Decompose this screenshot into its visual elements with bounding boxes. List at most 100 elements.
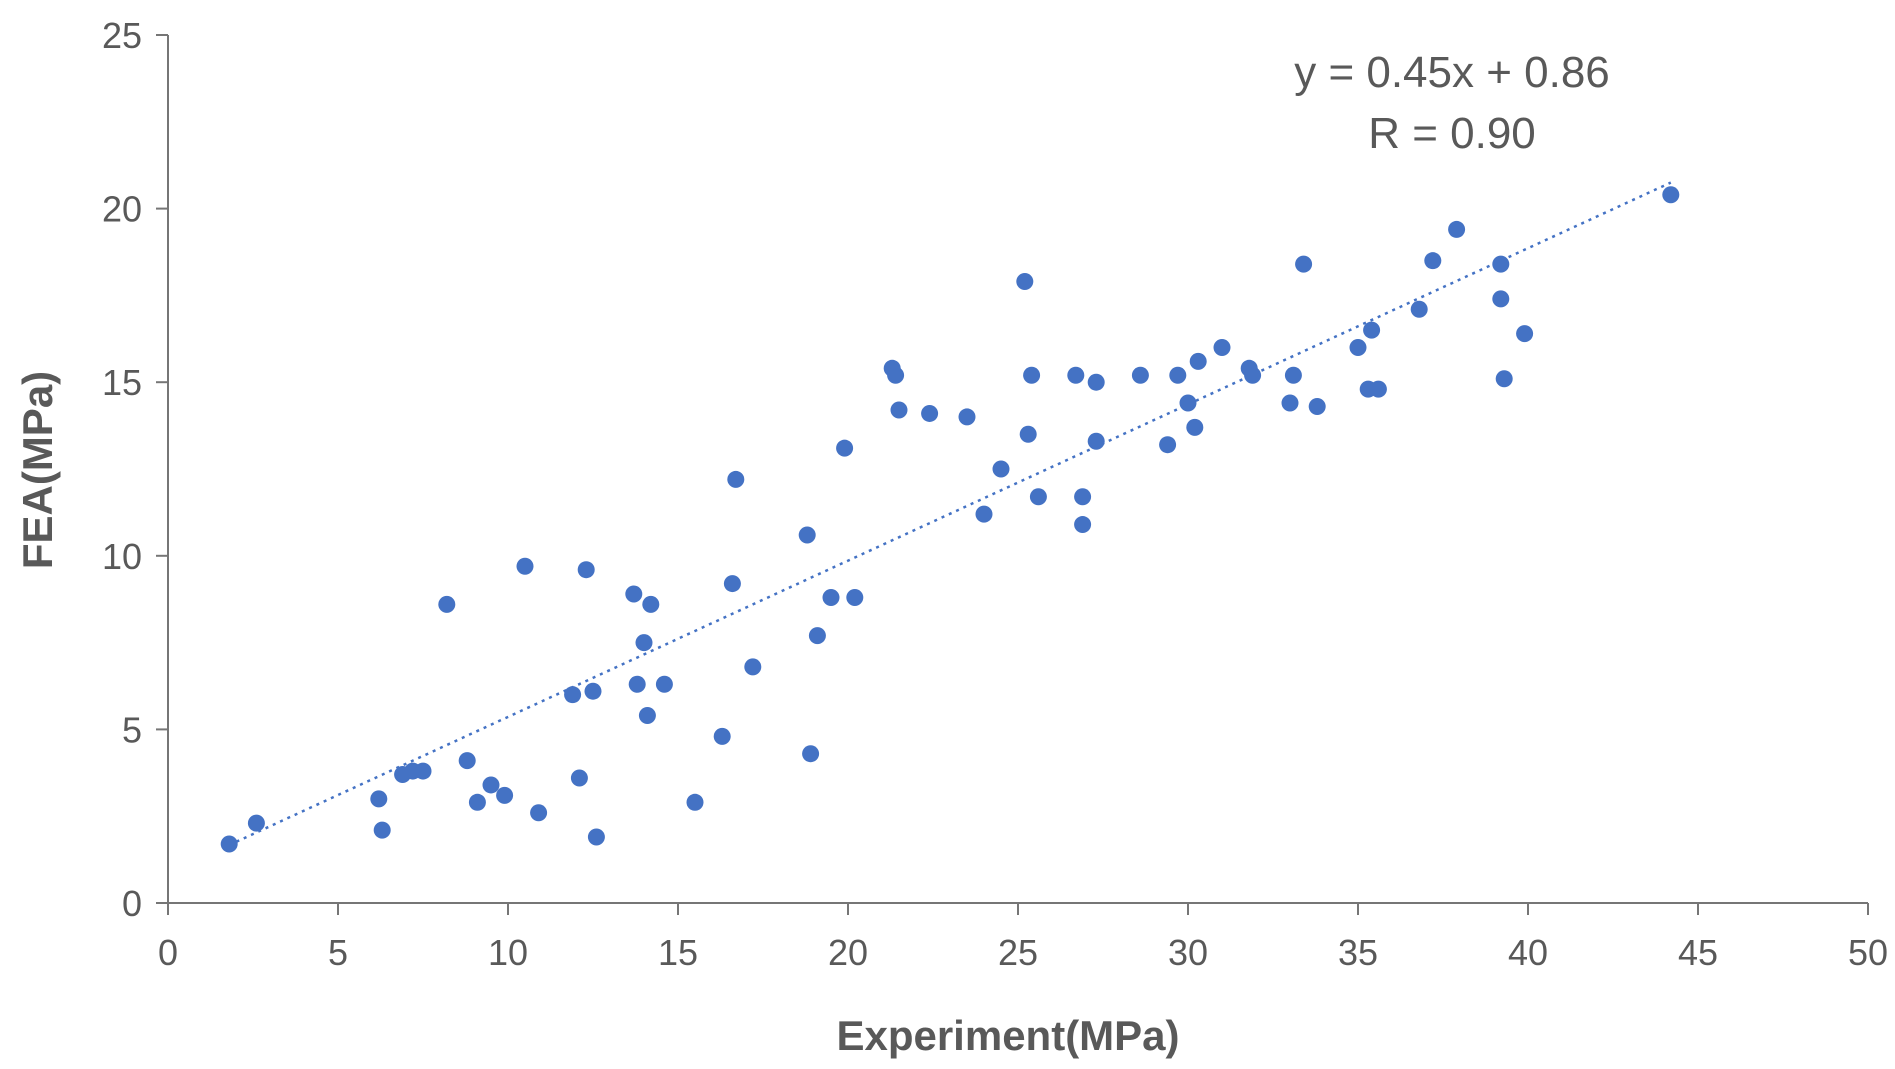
x-tick-label: 0 <box>158 932 178 973</box>
data-point <box>482 776 500 794</box>
y-tick-label: 10 <box>102 536 142 577</box>
data-point <box>1284 366 1302 384</box>
x-tick-label: 15 <box>658 932 698 973</box>
trendline-group <box>228 181 1672 847</box>
x-axis-title: Experiment(MPa) <box>836 1012 1179 1059</box>
y-tick-label: 5 <box>122 709 142 750</box>
data-point <box>727 470 745 488</box>
data-point <box>1448 220 1466 238</box>
data-point <box>1159 436 1177 454</box>
data-point <box>1074 516 1092 534</box>
y-tick-label: 25 <box>102 15 142 56</box>
data-point <box>642 595 660 613</box>
correlation-label: R = 0.90 <box>1368 109 1536 158</box>
data-point <box>1492 290 1510 308</box>
x-tick-label: 20 <box>828 932 868 973</box>
data-point <box>744 658 762 676</box>
data-point <box>1023 366 1041 384</box>
data-point <box>577 561 595 579</box>
data-point <box>713 727 731 745</box>
data-point <box>220 835 238 853</box>
data-point <box>1492 255 1510 273</box>
data-point <box>1186 418 1204 436</box>
data-point <box>564 686 582 704</box>
data-point <box>836 439 854 457</box>
data-point <box>1495 370 1513 388</box>
data-point <box>1410 300 1428 318</box>
data-point <box>1087 373 1105 391</box>
data-point <box>1169 366 1187 384</box>
trendline-equation: y = 0.45x + 0.86 <box>1294 48 1610 97</box>
data-point <box>958 408 976 426</box>
x-tick-label: 10 <box>488 932 528 973</box>
data-point <box>921 404 939 422</box>
data-point <box>808 627 826 645</box>
data-point <box>1295 255 1313 273</box>
data-point <box>1213 338 1231 356</box>
x-tick-label: 40 <box>1508 932 1548 973</box>
data-point <box>516 557 534 575</box>
data-point <box>1662 186 1680 204</box>
data-point <box>438 595 456 613</box>
data-point <box>802 745 820 763</box>
data-point <box>496 786 514 804</box>
data-point <box>1179 394 1197 412</box>
x-tick-label: 45 <box>1678 932 1718 973</box>
x-tick-label: 5 <box>328 932 348 973</box>
data-point <box>638 707 656 725</box>
data-point <box>1424 252 1442 270</box>
data-point <box>570 769 588 787</box>
data-point <box>1369 380 1387 398</box>
data-point <box>1189 352 1207 370</box>
x-axis: 0 5 10 15 20 25 30 35 40 45 50 <box>158 902 1888 973</box>
data-point <box>1016 273 1034 291</box>
data-point <box>628 675 646 693</box>
data-point <box>247 814 265 832</box>
x-tick-label: 25 <box>998 932 1038 973</box>
x-tick-label: 30 <box>1168 932 1208 973</box>
data-point <box>1281 394 1299 412</box>
data-point <box>890 401 908 419</box>
y-tick-label: 0 <box>122 883 142 924</box>
data-point <box>635 634 653 652</box>
data-point <box>798 526 816 544</box>
data-point <box>625 585 643 603</box>
y-axis-title: FEA(MPa) <box>14 371 61 569</box>
data-point <box>975 505 993 523</box>
data-point <box>370 790 388 808</box>
data-points <box>220 186 1680 853</box>
data-point <box>1349 338 1367 356</box>
data-point <box>1087 432 1105 450</box>
x-tick-label: 50 <box>1848 932 1888 973</box>
data-point <box>1131 366 1149 384</box>
data-point <box>723 575 741 593</box>
data-point <box>887 366 905 384</box>
data-point <box>822 588 840 606</box>
data-point <box>530 804 548 822</box>
x-tick-label: 35 <box>1338 932 1378 973</box>
data-point <box>1067 366 1085 384</box>
trendline <box>228 181 1672 847</box>
data-point <box>992 460 1010 478</box>
data-point <box>414 762 432 780</box>
data-point <box>584 682 602 700</box>
data-point <box>1074 488 1092 506</box>
data-point <box>1019 425 1037 443</box>
data-point <box>1308 398 1326 416</box>
y-axis: 0 5 10 15 20 25 <box>102 15 169 924</box>
data-point <box>468 793 486 811</box>
data-point <box>1244 366 1262 384</box>
y-tick-label: 15 <box>102 362 142 403</box>
data-point <box>1363 321 1381 339</box>
data-point <box>1029 488 1047 506</box>
data-point <box>373 821 391 839</box>
data-point <box>1516 325 1534 343</box>
data-point <box>458 752 476 770</box>
data-point <box>846 588 864 606</box>
y-tick-label: 20 <box>102 189 142 230</box>
data-point <box>587 828 605 846</box>
data-point <box>686 793 704 811</box>
data-point <box>655 675 673 693</box>
